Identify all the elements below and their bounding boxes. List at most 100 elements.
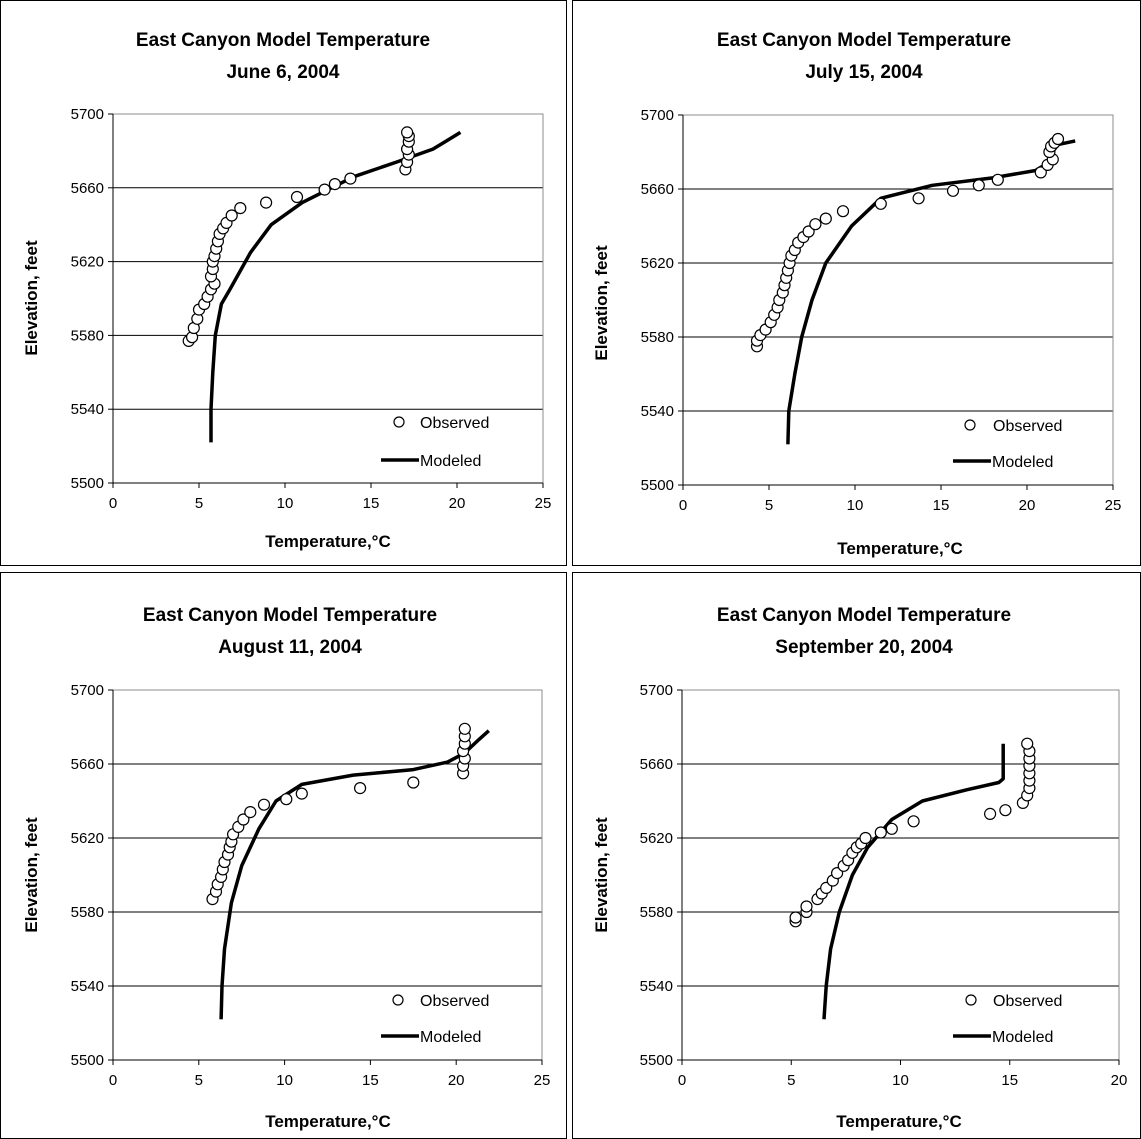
observed-point — [907, 815, 920, 828]
legend-modeled-label: Modeled — [420, 453, 481, 470]
x-tick-label: 15 — [362, 1072, 379, 1089]
chart-panel: East Canyon Model Temperature June 6, 20… — [0, 0, 567, 566]
observed-point — [401, 126, 414, 139]
observed-point — [295, 787, 308, 800]
observed-point — [874, 197, 887, 210]
y-tick-label: 5700 — [71, 106, 104, 123]
observed-point — [407, 776, 420, 789]
observed-point — [234, 202, 247, 215]
y-tick-label: 5540 — [641, 403, 674, 420]
y-tick-label: 5620 — [641, 255, 674, 272]
observed-point — [1034, 166, 1047, 179]
observed-point — [912, 192, 925, 205]
chart-subtitle: August 11, 2004 — [218, 637, 362, 658]
plot-area: 5500 5540 5580 5620 5660 5700 0 5 10 15 20 25 — [641, 107, 1122, 514]
x-tick-label: 10 — [277, 495, 294, 512]
y-tick-label: 5500 — [640, 1052, 673, 1069]
x-tick-label: 15 — [363, 495, 380, 512]
legend-observed-marker — [393, 416, 405, 428]
legend: Observed Modeled — [953, 993, 1062, 1046]
modeled-series-line — [786, 139, 1076, 445]
x-tick-label: 15 — [1001, 1072, 1018, 1089]
y-axis-title: Elevation, feet — [22, 240, 41, 356]
plot-area: 5500 5540 5580 5620 5660 5700 0 5 10 15 20 25 — [71, 106, 552, 512]
y-tick-label: 5620 — [71, 830, 104, 847]
chart-panel: East Canyon Model Temperature September … — [572, 572, 1141, 1139]
y-tick-label: 5700 — [71, 682, 104, 699]
observed-point — [946, 184, 960, 197]
plot-area: 5500 5540 5580 5620 5660 5700 0 5 10 15 20 25 — [71, 682, 551, 1089]
plot-area: 5500 5540 5580 5620 5660 5700 0 5 10 15 20 — [640, 682, 1128, 1089]
y-tick-label: 5540 — [640, 978, 673, 995]
x-tick-label: 5 — [765, 497, 773, 514]
observed-point — [257, 798, 271, 811]
y-tick-label: 5660 — [640, 756, 673, 773]
y-tick-label: 5500 — [71, 475, 104, 492]
x-axis-title: Temperature,°C — [837, 539, 963, 558]
observed-point — [237, 813, 250, 826]
y-tick-label: 5700 — [641, 107, 674, 124]
chart-svg: East Canyon Model Temperature August 11,… — [22, 605, 551, 1131]
chart-subtitle: September 20, 2004 — [775, 637, 953, 658]
observed-point — [874, 826, 887, 839]
legend-observed-label: Observed — [420, 415, 489, 432]
y-tick-label: 5580 — [640, 904, 673, 921]
observed-point — [819, 212, 832, 225]
y-tick-label: 5500 — [71, 1052, 104, 1069]
modeled-series-line — [209, 130, 462, 443]
y-axis-title: Elevation, feet — [592, 817, 611, 933]
legend: Observed Modeled — [381, 993, 489, 1046]
legend-observed-marker — [392, 994, 404, 1006]
x-tick-label: 5 — [195, 495, 203, 512]
observed-point — [354, 782, 367, 795]
observed-point — [328, 178, 341, 191]
x-tick-label: 0 — [678, 1072, 686, 1089]
observed-point — [225, 209, 238, 222]
chart-subtitle: June 6, 2004 — [226, 62, 339, 83]
y-axis-title: Elevation, feet — [22, 817, 41, 933]
observed-point — [244, 806, 257, 819]
y-tick-label: 5660 — [641, 181, 674, 198]
observed-point — [984, 807, 997, 820]
observed-point — [344, 172, 357, 185]
legend-modeled-label: Modeled — [992, 454, 1053, 471]
x-tick-label: 20 — [1111, 1072, 1128, 1089]
modeled-series-line — [219, 729, 490, 1020]
legend-observed-label: Observed — [420, 993, 489, 1010]
chart-svg: East Canyon Model Temperature July 15, 2… — [592, 30, 1122, 558]
observed-point — [885, 822, 898, 835]
chart-title: East Canyon Model Temperature — [717, 30, 1011, 51]
x-tick-label: 10 — [847, 497, 864, 514]
observed-point — [280, 793, 293, 806]
observed-point — [972, 179, 985, 192]
y-tick-label: 5620 — [71, 254, 104, 271]
chart-title: East Canyon Model Temperature — [136, 30, 430, 51]
x-axis-title: Temperature,°C — [265, 1112, 391, 1131]
observed-point — [859, 831, 872, 845]
legend-observed-label: Observed — [993, 993, 1062, 1010]
x-tick-label: 10 — [892, 1072, 909, 1089]
chart-panel: East Canyon Model Temperature July 15, 2… — [572, 0, 1141, 566]
x-tick-label: 5 — [787, 1072, 795, 1089]
chart-title: East Canyon Model Temperature — [143, 605, 437, 626]
chart-panel: East Canyon Model Temperature August 11,… — [0, 572, 567, 1139]
legend-observed-marker — [964, 419, 976, 431]
y-tick-label: 5660 — [71, 180, 104, 197]
legend-observed-marker — [965, 994, 977, 1006]
y-tick-label: 5580 — [71, 904, 104, 921]
observed-point — [290, 190, 304, 204]
modeled-series-line — [822, 743, 1005, 1020]
observed-point — [1021, 737, 1034, 750]
legend: Observed Modeled — [953, 418, 1062, 471]
x-tick-label: 25 — [1105, 497, 1122, 514]
legend-modeled-label: Modeled — [420, 1029, 481, 1046]
observed-point — [1051, 132, 1065, 146]
legend: Observed Modeled — [381, 415, 489, 470]
chart-svg: East Canyon Model Temperature September … — [592, 605, 1128, 1131]
x-tick-label: 10 — [276, 1072, 293, 1089]
y-tick-label: 5620 — [640, 830, 673, 847]
y-tick-label: 5580 — [71, 327, 104, 344]
y-tick-label: 5540 — [71, 401, 104, 418]
y-tick-label: 5660 — [71, 756, 104, 773]
chart-subtitle: July 15, 2004 — [805, 62, 923, 83]
